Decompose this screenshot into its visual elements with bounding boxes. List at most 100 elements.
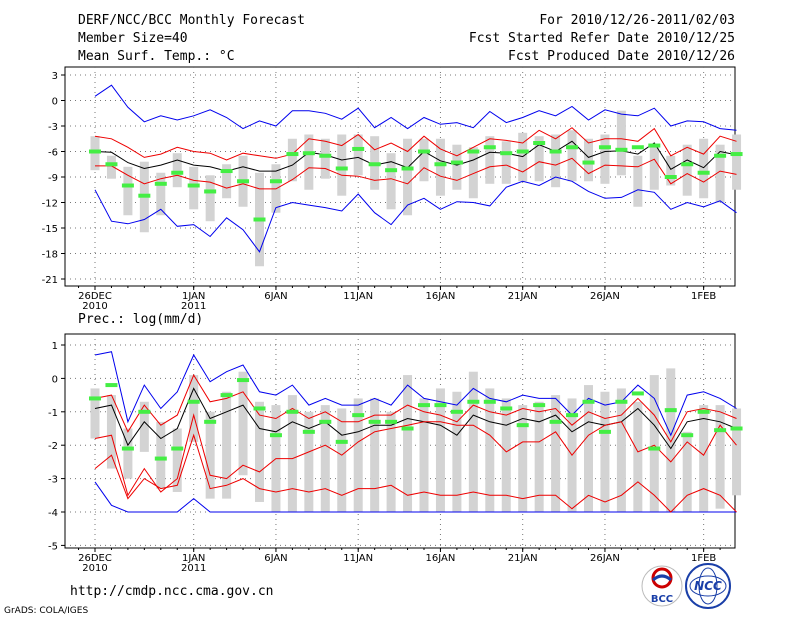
median-marker bbox=[697, 409, 710, 414]
median-marker bbox=[483, 399, 496, 404]
forecast-period-label: For 2010/12/26-2011/02/03 bbox=[539, 13, 735, 28]
spread-box bbox=[732, 134, 742, 190]
spread-box bbox=[205, 175, 215, 222]
median-marker bbox=[450, 160, 463, 165]
spread-box bbox=[205, 411, 215, 499]
x-tick-sublabel: 2011 bbox=[181, 301, 206, 312]
median-marker bbox=[352, 146, 365, 151]
spread-box bbox=[304, 134, 314, 190]
median-marker bbox=[418, 149, 430, 154]
spread-box bbox=[222, 391, 232, 499]
median-marker bbox=[418, 403, 430, 408]
median-marker bbox=[187, 399, 200, 404]
series-line-upper bbox=[94, 127, 737, 161]
spread-box bbox=[518, 405, 528, 512]
spread-box bbox=[567, 130, 577, 182]
spread-box bbox=[715, 144, 725, 203]
median-marker bbox=[483, 145, 496, 150]
median-marker bbox=[368, 419, 381, 424]
footer-url[interactable]: http://cmdp.ncc.cma.gov.cn bbox=[70, 584, 274, 599]
y-tick-label: -9 bbox=[48, 173, 58, 184]
spread-box bbox=[435, 388, 445, 512]
median-marker bbox=[516, 149, 529, 154]
figure-title: DERF/NCC/BCC Monthly Forecast bbox=[78, 13, 305, 28]
spread-box bbox=[370, 398, 380, 512]
median-marker bbox=[615, 147, 628, 152]
median-marker bbox=[105, 383, 118, 388]
median-marker bbox=[697, 170, 710, 175]
y-tick-label: -5 bbox=[48, 541, 58, 552]
x-tick-label: 1FEB bbox=[691, 553, 716, 564]
median-marker bbox=[450, 409, 463, 414]
bcc-logo-text: BCC bbox=[651, 594, 673, 605]
series-line-max bbox=[94, 351, 737, 437]
median-marker bbox=[467, 399, 480, 404]
spread-box bbox=[699, 405, 709, 512]
spread-box bbox=[616, 110, 626, 176]
median-marker bbox=[714, 428, 727, 433]
x-tick-label: 6JAN bbox=[264, 291, 287, 302]
median-marker bbox=[500, 406, 513, 411]
series-line-mean bbox=[94, 387, 737, 450]
median-marker bbox=[434, 403, 447, 408]
spread-box bbox=[156, 172, 166, 216]
median-marker bbox=[681, 433, 694, 438]
median-marker bbox=[582, 160, 595, 165]
median-marker bbox=[566, 413, 579, 418]
spread-box bbox=[189, 166, 199, 210]
spread-box bbox=[600, 391, 610, 512]
spread-box bbox=[452, 391, 462, 512]
spread-box bbox=[222, 164, 232, 199]
spread-box bbox=[238, 371, 248, 476]
median-marker bbox=[714, 153, 727, 158]
median-marker bbox=[582, 399, 595, 404]
spread-box bbox=[287, 138, 297, 182]
x-tick-label: 16JAN bbox=[426, 291, 456, 302]
spread-box bbox=[534, 136, 544, 182]
y-tick-label: -21 bbox=[42, 275, 58, 286]
x-tick-label: 11JAN bbox=[343, 291, 373, 302]
spread-box bbox=[501, 141, 511, 184]
spread-box bbox=[189, 375, 199, 442]
series-line-lower bbox=[94, 413, 737, 497]
spread-box bbox=[649, 375, 659, 512]
x-tick-label: 26JAN bbox=[590, 553, 620, 564]
x-tick-label: 1FEB bbox=[691, 291, 716, 302]
median-marker bbox=[204, 419, 217, 424]
y-tick-label: -3 bbox=[48, 475, 58, 486]
median-marker bbox=[105, 162, 118, 167]
forecast-produced-label: Fcst Produced Date 2010/12/26 bbox=[508, 49, 735, 64]
spread-box bbox=[616, 388, 626, 512]
median-marker bbox=[220, 169, 233, 174]
y-tick-label: -6 bbox=[48, 148, 58, 159]
median-marker bbox=[549, 419, 562, 424]
median-marker bbox=[269, 433, 282, 438]
median-marker bbox=[237, 378, 250, 383]
median-marker bbox=[352, 413, 365, 418]
series-line-max bbox=[94, 84, 737, 131]
median-marker bbox=[89, 149, 101, 154]
spread-box bbox=[534, 401, 544, 512]
spread-box bbox=[501, 398, 511, 512]
spread-box bbox=[255, 401, 264, 502]
y-tick-label: -15 bbox=[42, 224, 58, 235]
spread-box bbox=[386, 153, 396, 210]
x-tick-label: 11JAN bbox=[343, 553, 373, 564]
median-marker bbox=[648, 143, 661, 148]
spread-box bbox=[287, 395, 297, 512]
median-marker bbox=[302, 151, 315, 156]
median-marker bbox=[598, 145, 611, 150]
series-line-lower2 bbox=[94, 433, 737, 513]
median-marker bbox=[187, 183, 200, 188]
spread-box bbox=[403, 138, 413, 216]
spread-box bbox=[172, 153, 182, 188]
median-marker bbox=[220, 393, 233, 398]
spread-box bbox=[419, 138, 429, 182]
spread-box bbox=[419, 398, 429, 512]
precip-panel-title: Prec.: log(mm/d) bbox=[78, 312, 203, 327]
ncc-logo-text: NCC bbox=[694, 579, 722, 593]
spread-box bbox=[699, 138, 709, 199]
median-marker bbox=[335, 439, 348, 444]
median-marker bbox=[171, 446, 184, 451]
